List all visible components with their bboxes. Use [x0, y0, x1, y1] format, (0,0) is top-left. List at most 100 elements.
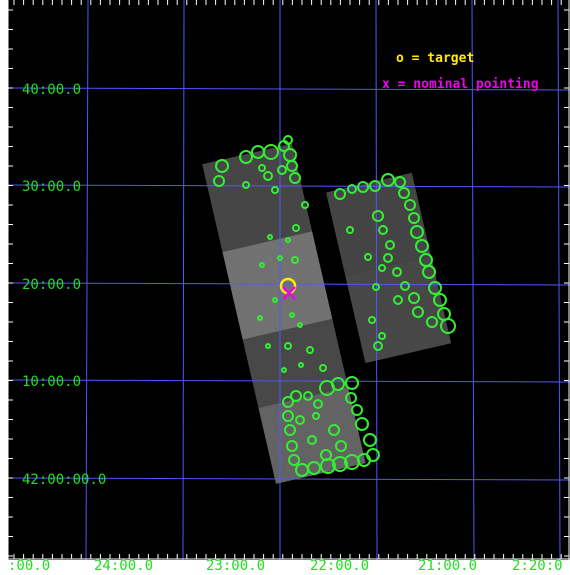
dec-label: 42:00:00.0	[22, 472, 106, 488]
detector-array	[202, 143, 452, 484]
coordinate-grid	[7, 0, 570, 561]
dec-label: 10:00.0	[22, 374, 81, 390]
source-circle	[378, 264, 386, 272]
source-circle	[263, 171, 273, 181]
source-circle	[428, 281, 442, 295]
source-circle	[281, 367, 287, 373]
source-circle	[410, 225, 424, 239]
source-circle	[355, 417, 369, 431]
source-circle	[288, 454, 300, 466]
pointing-marker	[282, 286, 296, 300]
source-circle	[344, 454, 360, 470]
source-circle	[378, 225, 388, 235]
ra-label: :00.0	[8, 558, 50, 574]
source-circle	[332, 456, 348, 472]
ra-label: 23:00.0	[206, 558, 265, 574]
source-circle	[282, 410, 294, 422]
source-circle	[290, 390, 302, 402]
source-circle	[271, 186, 279, 194]
source-circle	[320, 449, 332, 461]
source-circle	[393, 295, 403, 305]
source-circle	[345, 392, 357, 404]
source-circle	[378, 332, 386, 340]
source-circle	[259, 262, 265, 268]
source-circle	[433, 293, 447, 307]
source-circle	[215, 159, 229, 173]
source-circle	[334, 188, 346, 200]
source-circle	[331, 377, 345, 391]
source-circle	[306, 346, 314, 354]
source-circle	[286, 440, 298, 452]
source-circle	[400, 281, 410, 291]
source-circle	[319, 364, 327, 372]
source-circle	[265, 343, 271, 349]
source-circle	[267, 234, 273, 240]
source-circle	[372, 283, 380, 291]
source-circle	[289, 172, 301, 184]
source-circle	[328, 424, 340, 436]
ra-label: 22:00.0	[310, 558, 369, 574]
source-circle	[292, 224, 300, 232]
source-circle	[357, 181, 369, 193]
source-circle	[364, 253, 372, 261]
source-circle	[258, 164, 266, 172]
source-circle	[277, 255, 283, 261]
source-circle	[242, 181, 250, 189]
top-ticks	[13, 0, 562, 5]
dec-label: 40:00.0	[22, 82, 81, 98]
ra-label: 2:20:0	[512, 558, 563, 574]
source-circle	[257, 315, 263, 321]
source-circle	[285, 237, 291, 243]
ra-label: 24:00.0	[94, 558, 153, 574]
source-circle	[404, 199, 416, 211]
source-circle	[373, 341, 383, 351]
source-circle	[298, 362, 304, 368]
source-circle	[363, 433, 377, 447]
source-circle	[282, 396, 294, 408]
source-circle	[263, 144, 279, 160]
source-circle	[297, 322, 303, 328]
source-circle	[392, 267, 402, 277]
source-circle	[295, 415, 305, 425]
source-circle	[347, 184, 357, 194]
source-circle	[351, 404, 363, 416]
source-circle	[408, 292, 420, 304]
legend-pointing: x = nominal pointing	[382, 77, 539, 92]
source-circle	[284, 424, 296, 436]
source-circle	[295, 463, 309, 477]
source-circle	[303, 391, 313, 401]
source-circle	[372, 210, 384, 222]
legend-target: o = target	[396, 51, 474, 66]
source-circle	[335, 440, 347, 452]
left-ticks	[8, 9, 569, 557]
dec-label: 20:00.0	[22, 277, 81, 293]
source-circle	[412, 306, 424, 318]
ra-label: 21:00.0	[418, 558, 477, 574]
dec-label: 30:00.0	[22, 179, 81, 195]
source-circle	[440, 318, 456, 334]
source-circle	[385, 240, 395, 250]
source-circle	[284, 342, 292, 350]
source-circle	[313, 399, 323, 409]
source-circle	[283, 135, 293, 145]
source-circle	[301, 201, 309, 209]
source-circle	[307, 435, 317, 445]
source-circle	[277, 165, 287, 175]
source-circle	[383, 253, 393, 263]
frame-ticks	[7, 0, 570, 560]
source-circle	[346, 226, 354, 234]
source-circle	[286, 160, 298, 172]
source-circle	[426, 316, 438, 328]
source-circle	[415, 239, 429, 253]
source-circle	[312, 412, 320, 420]
source-circle	[408, 212, 420, 224]
source-circle	[291, 256, 299, 264]
bottom-ticks	[13, 554, 562, 559]
source-circle	[422, 265, 436, 279]
source-circle	[289, 312, 295, 318]
source-circle	[239, 150, 253, 164]
source-circle	[345, 376, 359, 390]
source-markers	[213, 135, 456, 477]
